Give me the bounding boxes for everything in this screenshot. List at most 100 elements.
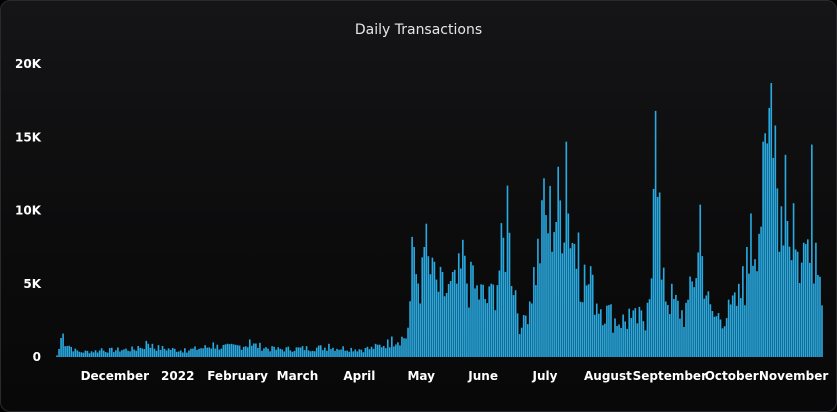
transaction-bar [305,346,308,357]
transaction-bar [606,305,608,357]
transaction-bar [612,332,614,357]
transaction-bar [608,305,610,357]
transaction-bar [701,256,704,357]
transaction-bar [740,298,742,357]
transaction-bar [474,288,476,357]
transaction-bar [226,343,229,357]
transaction-bar [725,318,728,357]
transaction-bar [279,348,282,357]
transaction-bar [299,347,302,357]
transaction-bar [141,348,144,357]
transaction-bar [638,306,641,357]
transaction-bar [462,239,464,357]
transaction-bar [599,309,602,357]
transaction-bar [727,299,730,357]
x-tick-label: May [407,369,435,383]
transaction-bar [719,319,722,357]
transaction-bar [457,253,460,357]
transaction-bar [391,336,393,357]
transaction-bar [192,348,194,357]
transaction-bar [754,259,756,357]
transaction-bar [553,232,555,357]
transaction-bar [557,166,560,357]
transaction-bar [531,303,533,357]
transaction-bar [492,284,495,357]
transaction-bar [423,247,426,357]
transaction-bar [563,242,566,357]
transaction-bar [108,348,111,357]
transaction-bar [224,344,227,357]
transaction-bar [658,192,661,357]
transaction-bar [768,107,771,357]
transaction-bar [324,347,326,357]
transaction-bar [508,232,511,357]
transaction-bar [332,347,334,357]
transaction-bar [468,307,470,357]
transaction-bar [476,285,478,357]
transaction-bar [660,279,663,357]
y-tick-label: 0 [33,350,41,364]
transaction-bar [334,350,336,357]
transaction-bar [614,318,616,357]
transaction-bar [709,304,712,357]
transaction-bar [271,346,273,357]
transaction-bar [490,283,493,357]
transaction-bar [269,351,271,357]
x-tick-label: October [705,369,759,383]
transaction-bar [212,342,215,357]
transaction-bar [654,110,657,357]
transaction-bar [808,262,811,357]
transaction-bar [427,256,430,357]
transaction-bar [573,243,576,357]
x-tick-label: April [343,369,375,383]
transaction-bar [372,348,375,357]
transaction-bar [58,348,60,357]
transaction-bar [96,352,99,357]
transaction-bar [604,323,606,357]
y-tick-label: 15K [15,130,42,144]
transaction-bar [640,310,643,357]
transaction-bar [198,348,200,357]
transaction-bar [620,327,622,357]
transaction-bar [595,303,598,357]
transaction-bar [679,318,681,357]
transaction-bar [703,298,706,357]
transaction-bar [336,348,338,357]
transaction-bar [145,340,148,357]
transaction-bar [340,349,342,357]
transaction-bar [656,196,659,357]
transaction-bar [380,347,383,357]
transaction-bar [664,301,667,357]
transaction-bar [110,347,113,357]
transaction-bar [691,281,693,357]
transaction-bar [533,267,535,357]
transaction-bar [756,271,758,357]
transaction-bar [326,350,328,357]
transaction-bar [472,265,474,357]
transaction-bar [265,347,267,357]
transaction-bar [528,301,531,357]
transaction-bar [449,280,452,357]
transaction-bar [127,350,129,357]
transaction-bar [587,284,590,357]
transaction-bar [445,293,448,357]
transaction-bar [102,350,105,357]
transaction-bar [737,283,740,357]
transaction-bar [171,347,174,357]
transaction-bar [409,301,411,357]
transaction-bar [248,339,251,357]
transaction-bar [313,351,316,357]
transaction-bar [626,328,629,357]
transaction-bar [358,349,361,357]
transaction-bar [64,346,66,357]
transaction-bar [597,313,600,357]
transaction-bar [159,349,162,357]
transaction-bar [711,311,714,357]
transaction-bar [817,274,819,357]
transaction-bar [646,302,649,357]
transaction-bar [244,346,247,357]
transaction-bar [723,326,726,357]
transaction-bar [295,347,298,357]
transaction-bar [131,346,133,357]
